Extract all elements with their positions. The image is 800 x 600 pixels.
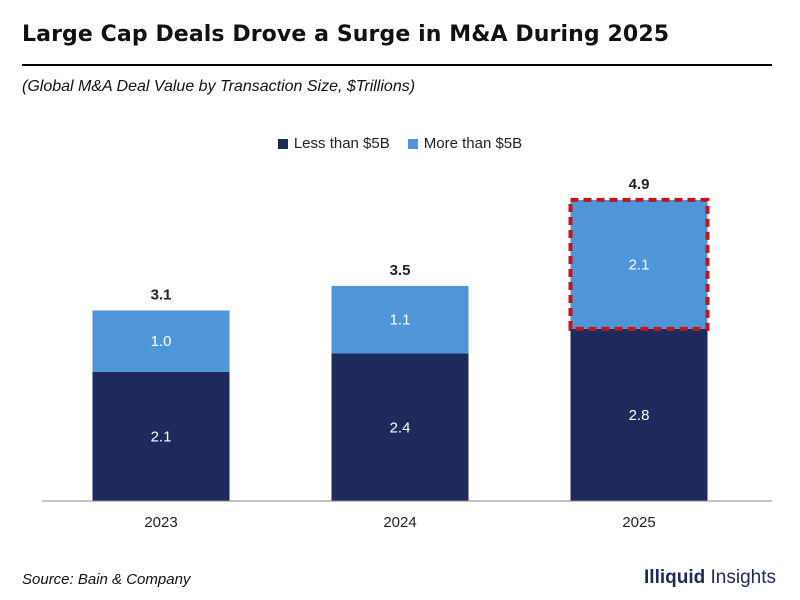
brand-logo: Illiquid Insights bbox=[644, 567, 776, 589]
data-label-2025-series-0: 2.8 bbox=[629, 407, 650, 424]
total-label-2024: 3.5 bbox=[390, 262, 411, 279]
bar-2025-series-1 bbox=[570, 199, 708, 329]
bar-2025-series-0 bbox=[570, 328, 708, 501]
data-label-2024-series-1: 1.1 bbox=[390, 312, 411, 329]
data-label-2025-series-1: 2.1 bbox=[629, 256, 650, 273]
brand-name-rest: Insights bbox=[705, 567, 777, 588]
x-tick-label-2024: 2024 bbox=[383, 514, 416, 531]
highlight-outline-2025 bbox=[568, 197, 710, 331]
data-label-2023-series-1: 1.0 bbox=[151, 333, 172, 350]
legend-label-less-than-5b: Less than $5B bbox=[293, 135, 390, 152]
bar-2024-series-0 bbox=[331, 353, 469, 501]
total-label-2025: 4.9 bbox=[629, 176, 650, 193]
source-note: Source: Bain & Company bbox=[22, 571, 191, 588]
brand-name-bold: Illiquid bbox=[644, 567, 706, 588]
x-tick-label-2023: 2023 bbox=[144, 514, 177, 531]
legend-swatch-light bbox=[407, 138, 418, 149]
bar-2024-series-1 bbox=[331, 285, 469, 354]
total-label-2023: 3.1 bbox=[151, 286, 172, 303]
bar-2023-series-1 bbox=[92, 310, 230, 372]
chart-title: Large Cap Deals Drove a Surge in M&A Dur… bbox=[22, 22, 670, 47]
legend-item-more-than-5b: More than $5B bbox=[407, 135, 523, 152]
data-label-2023-series-0: 2.1 bbox=[151, 428, 172, 445]
x-tick-label-2025: 2025 bbox=[622, 514, 655, 531]
data-label-2024-series-0: 2.4 bbox=[390, 419, 411, 436]
legend: Less than $5B More than $5B bbox=[0, 135, 800, 152]
legend-item-less-than-5b: Less than $5B bbox=[277, 135, 390, 152]
title-divider bbox=[22, 64, 772, 66]
chart-subtitle: (Global M&A Deal Value by Transaction Si… bbox=[22, 78, 416, 95]
legend-swatch-dark bbox=[277, 138, 288, 149]
bar-2023-series-0 bbox=[92, 371, 230, 501]
legend-label-more-than-5b: More than $5B bbox=[423, 135, 523, 152]
